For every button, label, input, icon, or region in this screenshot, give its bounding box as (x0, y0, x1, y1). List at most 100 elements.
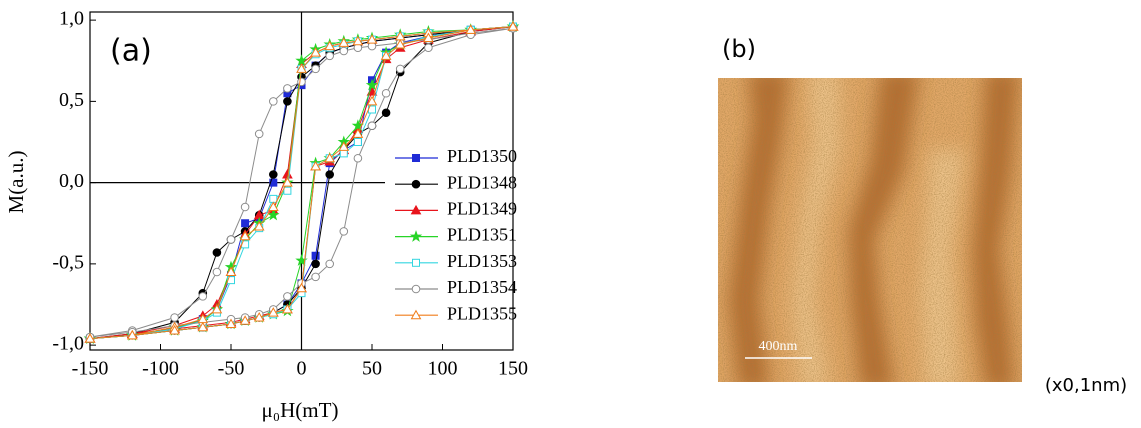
y-tick-label: 1,0 (59, 8, 84, 30)
data-point (324, 40, 336, 51)
legend-entry: PLD1351 (395, 225, 517, 245)
legend-entry: PLD1350 (395, 146, 517, 166)
data-point (394, 38, 406, 49)
y-tick-label: -0,5 (52, 251, 84, 273)
panel-label: (b) (722, 35, 756, 63)
data-point (211, 303, 223, 314)
data-point (84, 333, 96, 343)
data-point (395, 64, 405, 74)
data-point (366, 95, 378, 106)
x-tick-label: -50 (218, 358, 245, 380)
data-point (423, 32, 434, 42)
data-point (283, 186, 292, 195)
data-point (198, 292, 208, 301)
data-point (381, 108, 391, 118)
legend-entry: PLD1355 (395, 303, 517, 323)
data-point (169, 324, 180, 335)
data-point (352, 35, 364, 46)
x-tick-label: -100 (142, 358, 179, 380)
legend-marker (412, 258, 420, 267)
data-point (240, 202, 250, 212)
data-point (310, 47, 321, 57)
legend-entry: PLD1353 (395, 251, 517, 271)
data-point (283, 292, 292, 301)
data-point (239, 230, 251, 241)
data-point (267, 208, 280, 221)
data-point (366, 34, 378, 44)
data-point (283, 84, 292, 93)
data-point (353, 153, 363, 163)
data-point (311, 251, 320, 260)
data-point (324, 152, 336, 163)
data-point (269, 178, 278, 187)
legend-marker (411, 284, 421, 294)
scale-bar-label: 400nm (759, 339, 798, 354)
data-point (170, 313, 179, 322)
data-point (267, 307, 279, 317)
data-point (325, 259, 335, 269)
x-axis-label: μ₀H(mT) (262, 398, 339, 422)
data-point (226, 235, 236, 244)
data-point (282, 303, 293, 314)
legend-marker (411, 179, 421, 189)
data-point (380, 50, 392, 60)
legend-entry: PLD1349 (395, 199, 517, 219)
data-point (339, 227, 349, 236)
legend-marker (410, 204, 422, 215)
data-point (310, 160, 321, 171)
afm-image (718, 78, 1022, 382)
data-point (126, 329, 138, 340)
legend-label: PLD1351 (447, 225, 517, 245)
colorbar-unit: (x0,1nm) (1045, 375, 1127, 396)
data-point (311, 64, 320, 74)
legend-label: PLD1348 (447, 172, 517, 192)
x-tick-label: 50 (362, 358, 382, 380)
data-point (225, 318, 237, 328)
data-point (269, 170, 278, 179)
data-point (339, 46, 349, 56)
data-point (269, 194, 278, 203)
data-point (253, 311, 265, 322)
y-tick-label: -1,0 (52, 333, 84, 355)
data-point (297, 77, 306, 87)
legend-marker (410, 309, 422, 320)
data-point (269, 97, 278, 106)
data-point (311, 259, 320, 269)
data-point (339, 149, 348, 158)
data-point (282, 177, 293, 187)
x-tick-label: 150 (498, 358, 528, 380)
data-point (241, 219, 250, 228)
legend-entry: PLD1354 (395, 277, 517, 297)
x-tick-label: 0 (297, 358, 307, 380)
x-tick-label: 100 (428, 358, 458, 380)
legend-label: PLD1354 (447, 277, 517, 297)
data-point (424, 43, 433, 53)
data-point (507, 21, 519, 31)
data-point (283, 97, 292, 106)
data-point (381, 88, 391, 98)
data-point (465, 24, 477, 34)
data-point (267, 201, 279, 211)
x-tick-label: -150 (72, 358, 109, 380)
data-point (325, 170, 335, 179)
y-tick-label: 0,0 (59, 170, 84, 192)
legend-label: PLD1350 (447, 146, 517, 166)
plot-area: -150 -100 -50 0 50 100 150 -1,0 -0,5 0,0 0,5 1,0 PLD… (52, 8, 528, 380)
legend-label: PLD1349 (447, 199, 517, 219)
data-point (367, 121, 377, 131)
data-point (253, 220, 265, 231)
legend-marker (412, 154, 420, 162)
y-tick-label: 0,5 (59, 89, 84, 111)
series (84, 21, 519, 343)
data-point (338, 141, 350, 151)
data-point (296, 63, 307, 73)
legend-entry: PLD1348 (395, 172, 517, 192)
legend-label: PLD1355 (447, 303, 517, 323)
data-point (197, 321, 209, 332)
data-point (338, 37, 350, 47)
data-point (212, 248, 222, 257)
data-point (353, 138, 362, 146)
data-point (225, 266, 237, 276)
data-point (352, 128, 364, 138)
